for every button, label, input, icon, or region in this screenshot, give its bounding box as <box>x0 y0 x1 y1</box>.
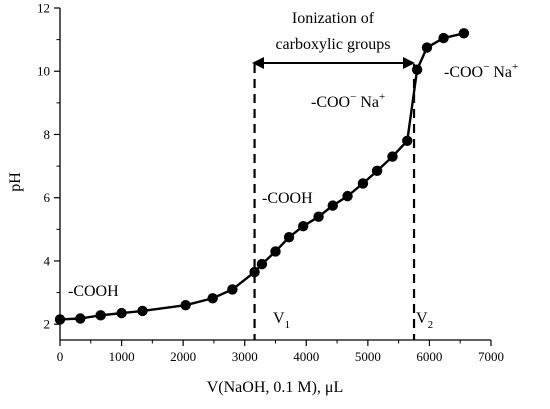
x-tick-label: 5000 <box>355 349 381 364</box>
data-point <box>402 135 413 146</box>
data-point <box>458 28 470 39</box>
data-point <box>298 220 309 232</box>
data-point <box>387 151 398 162</box>
x-tick-label: 3000 <box>232 349 258 364</box>
data-point <box>438 32 449 44</box>
x-tick-label: 4000 <box>293 349 319 364</box>
x-tick-label: 7000 <box>478 349 504 364</box>
v2-label-main: V <box>416 310 428 327</box>
data-point <box>313 211 324 222</box>
data-point <box>327 200 338 211</box>
data-point <box>342 190 353 202</box>
y-tick-label: 8 <box>44 127 51 142</box>
x-tick-label: 0 <box>57 349 64 364</box>
y-tick-label: 10 <box>37 64 50 79</box>
data-point <box>95 310 106 321</box>
data-point <box>411 64 423 75</box>
coo-na-high-sup2: + <box>512 61 518 73</box>
annotation-cooh-low: -COOH <box>68 283 119 300</box>
coo-na-high-mid: Na <box>489 64 512 81</box>
data-point <box>137 305 148 317</box>
y-axis-title: pH <box>7 172 24 192</box>
coo-na-mid-mid: Na <box>356 94 379 111</box>
annotation-coo-na-high: -COO− Na+ <box>444 61 518 81</box>
y-tick-label: 4 <box>44 253 51 268</box>
y-tick-label: 12 <box>37 1 50 16</box>
data-point <box>270 246 281 257</box>
data-point <box>75 313 86 324</box>
y-tick-label: 6 <box>44 190 51 205</box>
data-point <box>421 42 433 53</box>
x-tick-label: 2000 <box>170 349 196 364</box>
annotation-coo-na-mid: -COO− Na+ <box>311 91 385 111</box>
x-tick-label: 6000 <box>416 349 442 364</box>
coo-na-high-sup1: − <box>483 61 489 73</box>
data-point <box>283 232 295 243</box>
coo-na-mid-sup2: + <box>379 91 385 103</box>
data-point <box>371 165 383 177</box>
v1-label-main: V <box>273 310 285 327</box>
v1-label: V1 <box>273 310 290 331</box>
y-tick-label: 2 <box>44 317 51 332</box>
data-point <box>116 307 127 319</box>
data-point <box>357 178 369 189</box>
ionization-label-line1: Ionization of <box>292 10 375 27</box>
x-axis-title: V(NaOH, 0.1 M), μL <box>207 379 344 396</box>
annotation-cooh-mid: -COOH <box>262 190 313 207</box>
v2-label: V2 <box>416 310 433 331</box>
data-point <box>249 266 260 278</box>
plot-layer <box>54 28 470 340</box>
data-point <box>180 300 191 311</box>
data-point <box>207 293 218 304</box>
coo-na-high-prefix: -COO <box>444 64 483 81</box>
coo-na-mid-prefix: -COO <box>311 94 350 111</box>
v2-label-subscript: 2 <box>428 319 434 331</box>
data-point <box>227 284 238 295</box>
data-point <box>256 258 268 270</box>
v1-label-subscript: 1 <box>285 319 291 331</box>
ionization-arrowhead-left <box>252 57 264 69</box>
coo-na-mid-sup1: − <box>350 91 356 103</box>
x-tick-label: 1000 <box>109 349 135 364</box>
series-line <box>59 32 465 321</box>
ionization-label-line2: carboxylic groups <box>275 36 390 53</box>
ionization-arrowhead-right <box>403 57 415 69</box>
